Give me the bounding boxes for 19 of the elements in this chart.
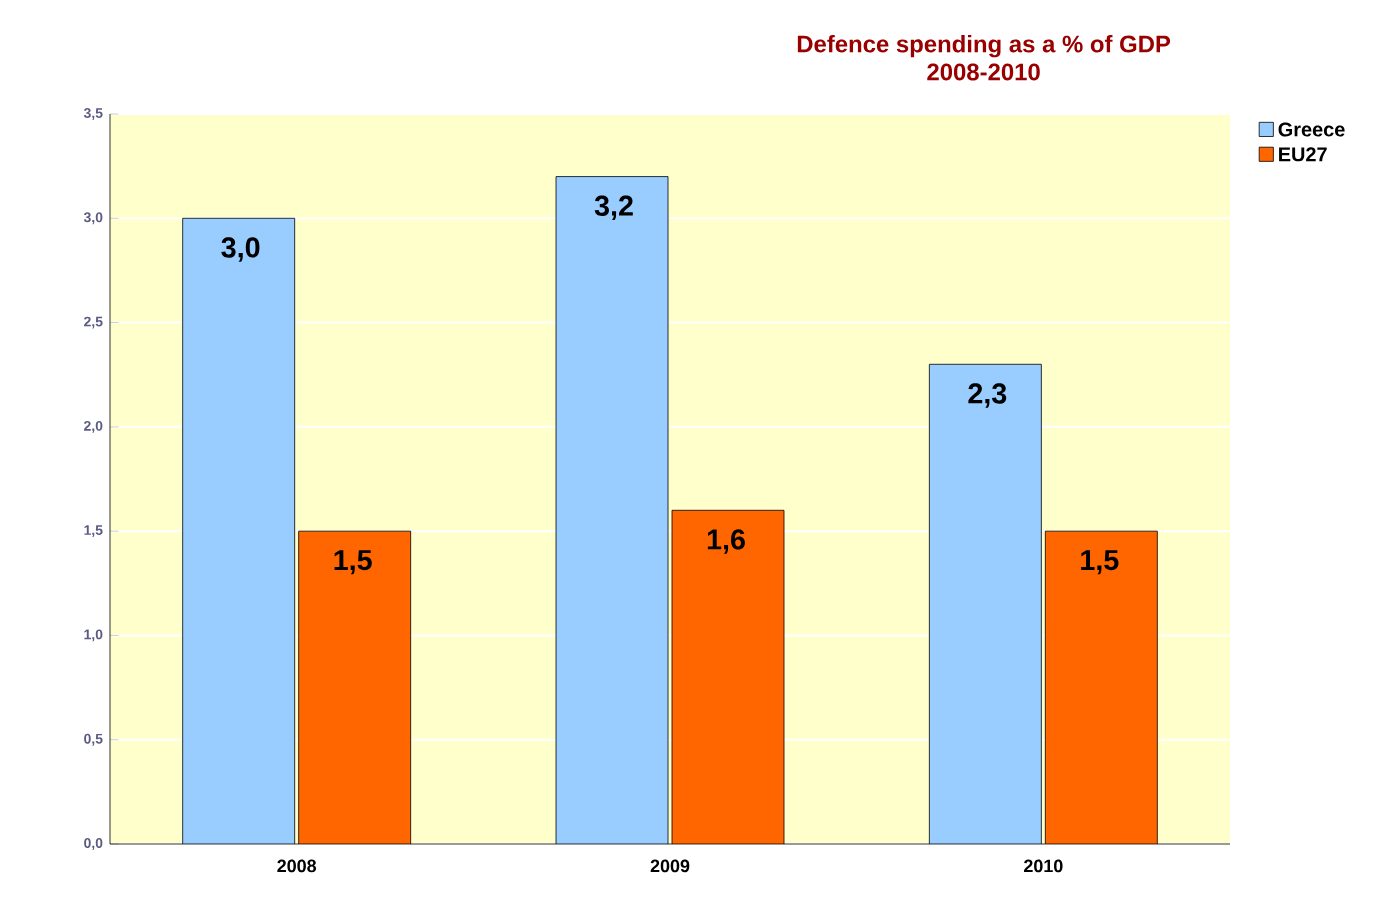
data-label: 1,6 xyxy=(707,529,745,554)
data-label: 3,0 xyxy=(221,237,260,262)
legend-label: Greece xyxy=(1278,122,1345,137)
x-tick-label: 2009 xyxy=(650,859,690,873)
data-label: 1,5 xyxy=(334,550,372,575)
legend-label: EU27 xyxy=(1279,147,1327,162)
data-label: 2,3 xyxy=(968,383,1007,408)
data-label: 3,2 xyxy=(594,195,633,221)
x-tick-label: 2008 xyxy=(277,859,317,873)
data-label: 1,5 xyxy=(1081,550,1119,575)
bar xyxy=(1044,530,1158,844)
chart-title: Defence spending as a % of GDP xyxy=(797,34,1171,58)
chart-subtitle: 2008-2010 xyxy=(927,63,1040,81)
x-tick-label: 2010 xyxy=(1024,859,1063,873)
bar xyxy=(298,531,411,844)
bar xyxy=(672,510,784,844)
bar xyxy=(182,218,295,844)
bar xyxy=(556,176,669,844)
bar xyxy=(928,363,1042,844)
